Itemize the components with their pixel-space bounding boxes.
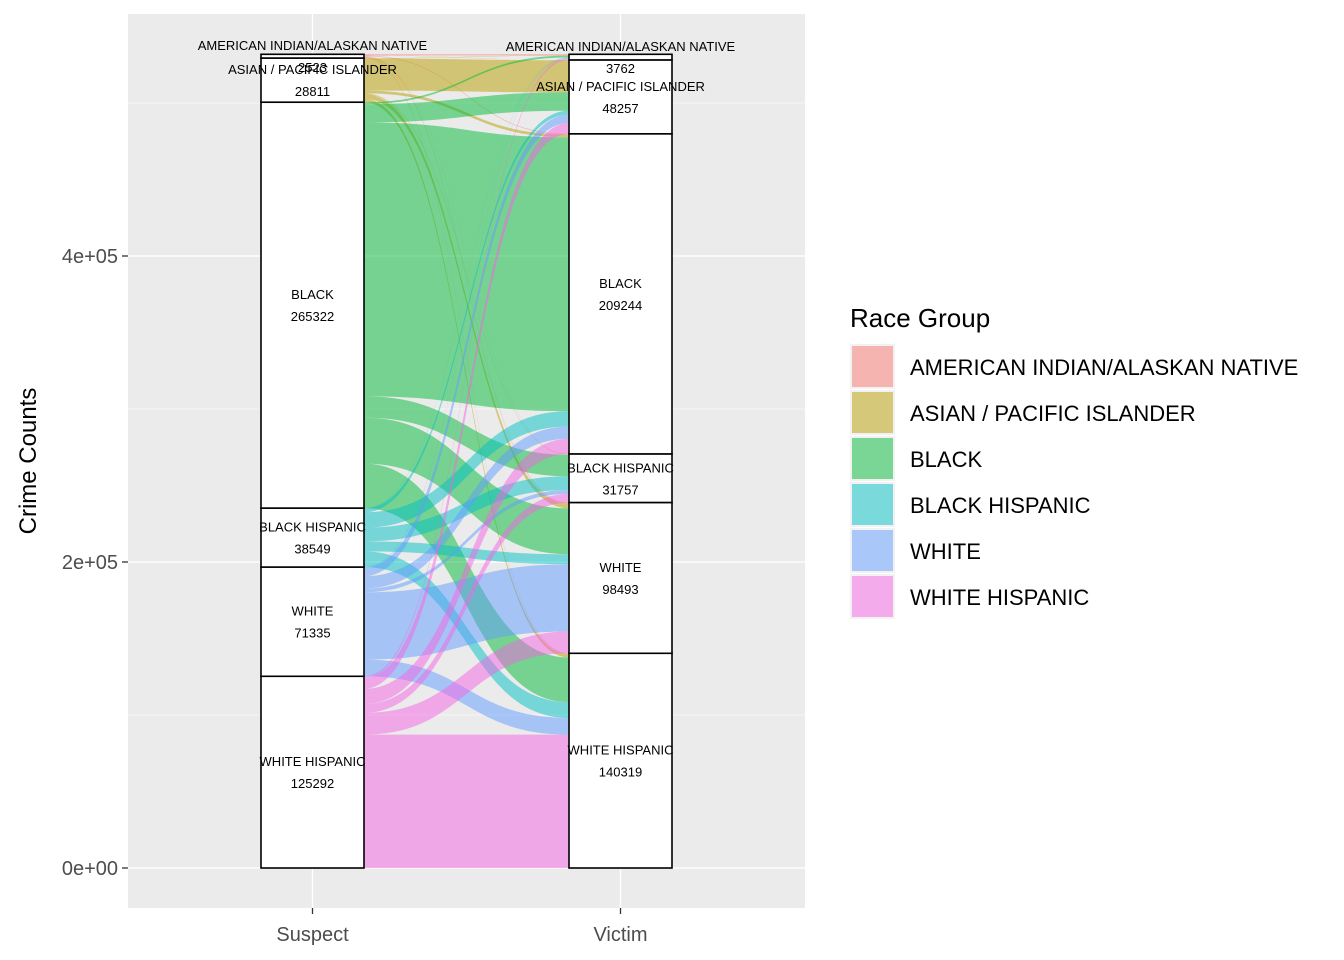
- stratum-box: [260, 566, 365, 678]
- flow-band: [364, 426, 569, 589]
- flow-band: [364, 55, 569, 105]
- legend-label: WHITE: [910, 539, 981, 564]
- flow-band: [364, 396, 569, 477]
- flow-band: [364, 114, 569, 577]
- stratum-count-label: 98493: [602, 582, 638, 597]
- stratum-name-label: BLACK: [599, 276, 642, 291]
- stratum-count-label: 48257: [602, 101, 638, 116]
- legend-label: ASIAN / PACIFIC ISLANDER: [910, 401, 1196, 426]
- stratum-box: [260, 507, 365, 568]
- stratum-box: [260, 57, 365, 104]
- stratum-count-label: 140319: [599, 765, 642, 780]
- flow-band: [364, 490, 569, 593]
- stratum-count-label: 31757: [602, 482, 638, 497]
- stratum-box: [260, 101, 365, 509]
- x-axis: Suspect Victim: [276, 908, 648, 946]
- y-axis: 0e+00 2e+05 4e+05: [62, 246, 128, 880]
- legend-label: BLACK: [910, 447, 982, 472]
- flows-layer: [364, 54, 569, 868]
- stratum-box: [568, 59, 673, 135]
- legend-swatch: [852, 484, 893, 525]
- stratum-name-label: ASIAN / PACIFIC ISLANDER: [228, 62, 397, 77]
- flow-band: [364, 58, 569, 93]
- stratum-count-label: 265322: [291, 309, 334, 324]
- flow-band: [364, 659, 569, 735]
- stratum-box: [568, 652, 673, 869]
- stratum-box: [568, 53, 673, 61]
- flow-band: [364, 541, 569, 565]
- y-tick-label: 0e+00: [62, 858, 118, 880]
- flow-band: [364, 438, 569, 705]
- stratum-name-label: AMERICAN INDIAN/ALASKAN NATIVE: [198, 38, 428, 53]
- y-tick-label: 2e+05: [62, 552, 118, 574]
- stratum-box: [568, 133, 673, 455]
- stratum-count-label: 28811: [295, 84, 330, 99]
- x-tick-label: Victim: [593, 924, 647, 946]
- y-axis-title: Crime Counts: [15, 388, 42, 535]
- stratum-name-label: WHITE HISPANIC: [260, 754, 366, 769]
- flow-band: [364, 57, 569, 509]
- legend-swatch: [852, 576, 893, 617]
- stratum-name-label: WHITE: [600, 560, 642, 575]
- stratum-count-label: 209244: [599, 298, 642, 313]
- legend-items: AMERICAN INDIAN/ALASKAN NATIVE ASIAN / PA…: [850, 344, 1298, 619]
- stratum-count-label: 2523: [298, 60, 327, 75]
- flow-band: [364, 55, 569, 61]
- stratum-box: [260, 675, 365, 869]
- flow-band: [364, 57, 569, 568]
- strata-layer: [260, 53, 673, 869]
- flow-band: [364, 55, 569, 135]
- stratum-name-label: WHITE: [292, 604, 334, 619]
- stratum-count-label: 71335: [294, 626, 330, 641]
- flow-band: [364, 122, 569, 412]
- stratum-name-label: AMERICAN INDIAN/ALASKAN NATIVE: [506, 39, 736, 54]
- legend: Race Group AMERICAN INDIAN/ALASKAN NATIV…: [850, 303, 1298, 619]
- y-tick-label: 4e+05: [62, 246, 118, 268]
- stratum-count-label: 3762: [606, 61, 635, 76]
- flow-band: [364, 564, 569, 660]
- legend-swatch: [852, 346, 893, 387]
- flow-band: [364, 411, 569, 528]
- flow-band: [364, 493, 569, 713]
- stratum-count-label: 38549: [294, 542, 330, 557]
- flow-band: [364, 54, 569, 56]
- stratum-labels-layer: AMERICAN INDIAN/ALASKAN NATIVE2523ASIAN …: [198, 38, 736, 791]
- legend-swatch: [852, 530, 893, 571]
- stratum-name-label: BLACK HISPANIC: [259, 520, 366, 535]
- legend-label: BLACK HISPANIC: [910, 493, 1091, 518]
- stratum-box: [568, 501, 673, 655]
- flow-band: [364, 110, 569, 513]
- stratum-name-label: ASIAN / PACIFIC ISLANDER: [536, 79, 705, 94]
- flow-band: [364, 58, 569, 678]
- flow-band: [364, 631, 569, 735]
- flow-band: [364, 123, 569, 689]
- legend-label: AMERICAN INDIAN/ALASKAN NATIVE: [910, 355, 1298, 380]
- stratum-box: [568, 453, 673, 504]
- legend-title: Race Group: [850, 303, 990, 333]
- flow-band: [364, 92, 569, 123]
- stratum-name-label: BLACK: [291, 287, 334, 302]
- legend-swatch: [852, 392, 893, 433]
- legend-label: WHITE HISPANIC: [910, 585, 1089, 610]
- stratum-name-label: WHITE HISPANIC: [568, 743, 674, 758]
- flow-band: [364, 734, 569, 868]
- stratum-name-label: BLACK HISPANIC: [567, 460, 674, 475]
- stratum-count-label: 125292: [291, 776, 334, 791]
- legend-swatch: [852, 438, 893, 479]
- flow-band: [364, 55, 569, 59]
- x-tick-label: Suspect: [276, 924, 349, 946]
